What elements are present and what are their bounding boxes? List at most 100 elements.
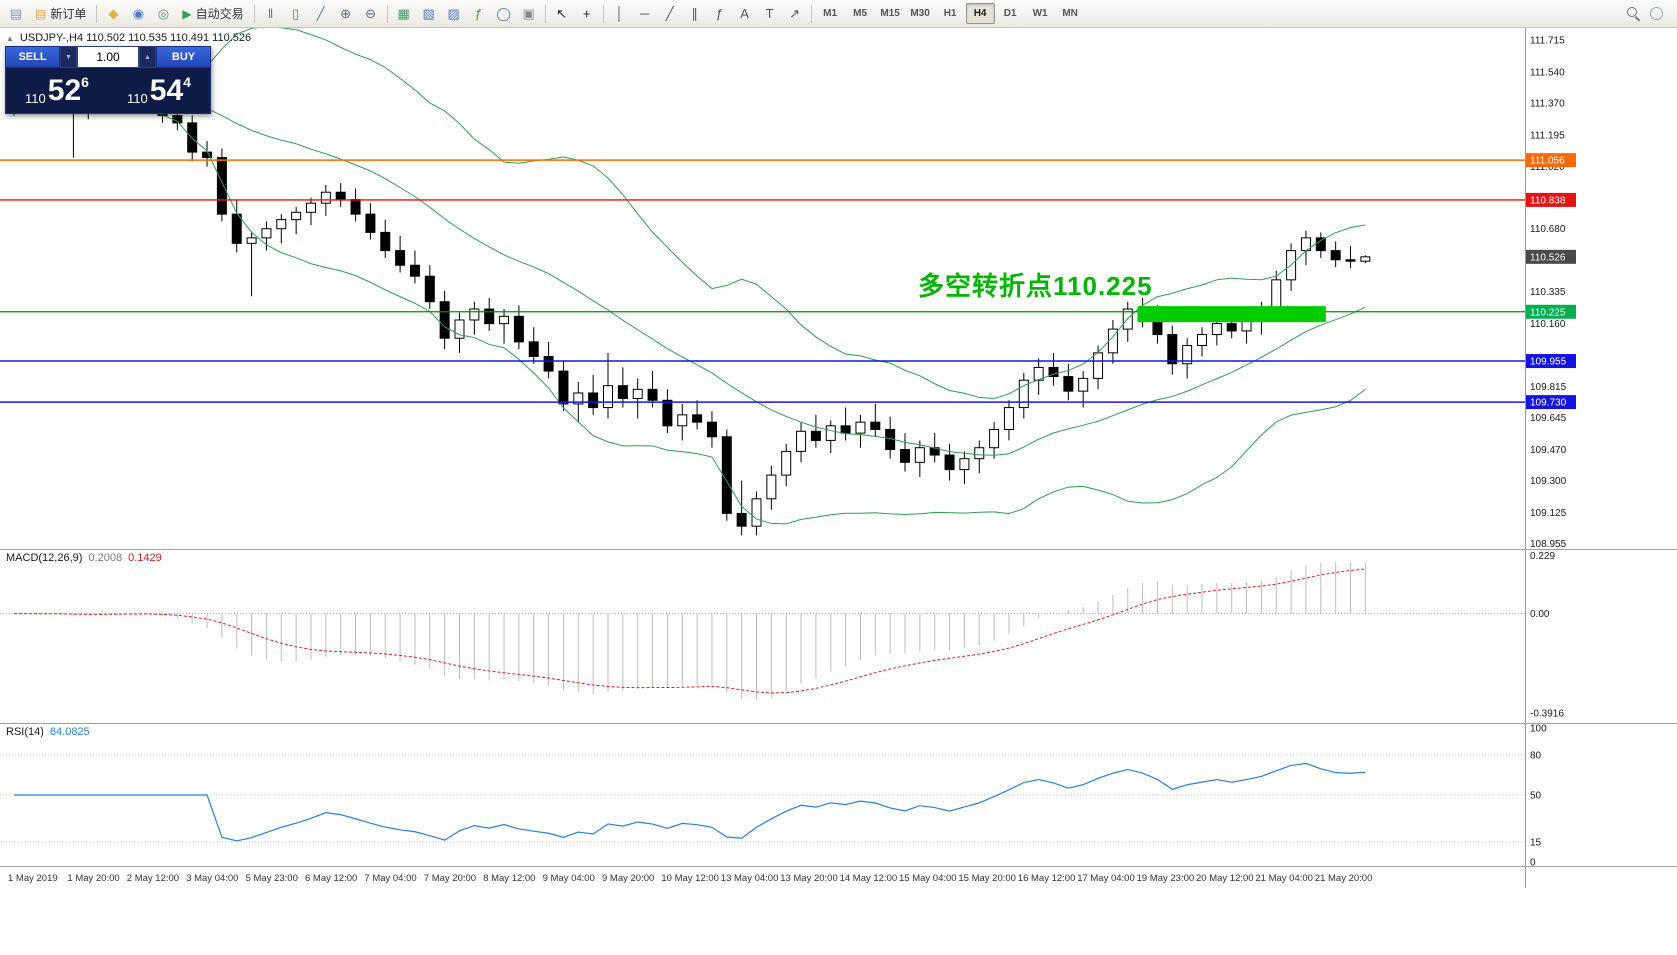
timeframe-h1-button[interactable]: H1	[943, 8, 957, 19]
cascade-windows-icon[interactable]: ▧	[417, 3, 441, 25]
highlight-zone[interactable]	[1137, 306, 1326, 323]
timeframe-h4-button[interactable]: H4	[965, 3, 995, 24]
candle-body	[766, 474, 777, 500]
crosshair-icon[interactable]: +	[575, 3, 599, 25]
volume-decrease-button[interactable]: ▼	[60, 46, 77, 68]
timeframe-m30-button[interactable]: M30	[910, 8, 930, 19]
tile-windows-icon[interactable]: ▦	[392, 3, 416, 25]
candle-body	[573, 392, 584, 405]
line-chart-icon-glyph: ╱	[316, 5, 325, 21]
candle-body	[810, 430, 821, 441]
channel-icon[interactable]: ∥	[683, 3, 707, 25]
candle-body	[202, 151, 213, 159]
vertical-line-icon[interactable]: │	[608, 3, 632, 25]
rsi-panel	[0, 754, 1525, 843]
chart-window-icon[interactable]: ▤	[4, 3, 28, 25]
price-axis-tick: 108.955	[1530, 539, 1567, 550]
time-axis-label: 2 May 12:00	[127, 873, 179, 884]
chart-annotation-text[interactable]: 多空转折点110.225	[918, 271, 1153, 301]
buy-button[interactable]: BUY	[156, 46, 211, 68]
horizontal-line-icon[interactable]: ─	[633, 3, 657, 25]
auto-trading-glyph: ▶	[182, 6, 192, 21]
price-axis-tick: 111.195	[1530, 130, 1565, 141]
channel-icon-glyph: ∥	[691, 5, 698, 21]
search-icon[interactable]	[1627, 7, 1640, 20]
timeframe-mn-button[interactable]: MN	[1062, 8, 1078, 19]
candle-body	[1003, 407, 1014, 430]
candle-body	[870, 421, 881, 430]
price-axis-tick: 109.470	[1530, 445, 1567, 456]
sell-button[interactable]: SELL	[5, 46, 60, 68]
cursor-icon[interactable]: ↖	[550, 3, 574, 25]
timeframe-m1-button[interactable]: M1	[823, 8, 838, 19]
candle-body	[543, 355, 554, 372]
rsi-name: RSI(14)	[6, 726, 44, 738]
text-icon-glyph: A	[740, 6, 749, 21]
candle-body	[1315, 237, 1326, 252]
rsi-axis-tick: 15	[1530, 837, 1542, 848]
help-icon[interactable]	[1650, 7, 1663, 20]
buy-price[interactable]: 110 54 4	[108, 68, 210, 113]
candle-body	[617, 385, 628, 399]
candle-body	[677, 414, 688, 427]
symbol-info-text: USDJPY-,H4 110.502 110.535 110.491 110.5…	[19, 32, 252, 44]
trendline-icon[interactable]: ╱	[658, 3, 682, 25]
line-chart-icon[interactable]: ╱	[309, 3, 333, 25]
price-axis-tick: 110.160	[1530, 319, 1566, 330]
candle-body	[484, 308, 495, 325]
toolbar-separator	[253, 4, 255, 23]
candle-body	[706, 421, 717, 438]
timeframe-d1-button[interactable]: D1	[1003, 8, 1017, 19]
arrows-icon[interactable]: ↗	[783, 3, 807, 25]
navigator-icon[interactable]: ◎	[151, 3, 175, 25]
time-axis-label: 13 May 04:00	[721, 873, 779, 884]
toolbar-separator	[96, 4, 98, 23]
timeframe-m15-button[interactable]: M15	[880, 8, 900, 19]
label-icon[interactable]: T	[758, 3, 782, 25]
timeframe-w1-button[interactable]: W1	[1032, 8, 1048, 19]
timeframe-m5-button[interactable]: M5	[853, 8, 868, 19]
volume-increase-button[interactable]: ▲	[139, 46, 156, 68]
candle-body	[380, 231, 391, 252]
trendline-icon-glyph: ╱	[665, 5, 674, 21]
indicators-icon[interactable]: ƒ	[467, 3, 491, 25]
text-icon[interactable]: A	[733, 3, 757, 25]
volume-input[interactable]	[77, 46, 139, 68]
candle-body	[291, 211, 302, 221]
candle-body	[276, 219, 287, 230]
auto-trading-button[interactable]: ▶ 自动交易	[176, 3, 249, 25]
zoom-out-icon[interactable]: ⊖	[359, 3, 383, 25]
candle-body	[588, 392, 599, 409]
toolbar-separator	[602, 4, 604, 23]
time-axis-label: 15 May 04:00	[899, 873, 957, 884]
macd-axis-tick: 0.229	[1530, 551, 1555, 562]
new-order-button[interactable]: ▤ 新订单	[29, 3, 92, 25]
rsi-axis-tick: 100	[1530, 724, 1547, 735]
candle-body	[439, 301, 450, 339]
template-icon[interactable]: ▣	[517, 3, 541, 25]
candle-body	[1345, 259, 1356, 262]
candle-body	[469, 308, 480, 321]
candle-body	[246, 237, 257, 244]
macd-panel	[0, 562, 1525, 701]
symbol-info: ▲ USDJPY-,H4 110.502 110.535 110.491 110…	[6, 32, 251, 44]
candlestick-chart-icon[interactable]: ▯	[284, 3, 308, 25]
bollinger-lower-band	[13, 95, 1366, 525]
macd-signal-line	[13, 568, 1366, 694]
one-click-collapse-icon[interactable]: ▲	[6, 33, 14, 43]
data-window-icon[interactable]: ◉	[126, 3, 150, 25]
candle-body	[1197, 334, 1207, 347]
price-tag	[1526, 153, 1576, 168]
macd-signal-value: 0.1429	[128, 552, 162, 564]
market-watch-icon[interactable]: ◆	[101, 3, 125, 25]
sell-price[interactable]: 110 52 6	[6, 68, 108, 113]
bar-chart-icon[interactable]: ‖	[259, 3, 283, 25]
price-axis-tick: 109.645	[1530, 413, 1567, 424]
candle-body	[409, 264, 420, 277]
zoom-in-icon[interactable]: ⊕	[334, 3, 358, 25]
new-chart-icon[interactable]: ▨	[442, 3, 466, 25]
candlestick-chart-icon-glyph: ▯	[292, 5, 300, 21]
period-icon[interactable]: ◯	[492, 3, 516, 25]
fibonacci-icon[interactable]: ƒ	[708, 3, 732, 25]
time-axis-label: 15 May 20:00	[958, 873, 1016, 884]
